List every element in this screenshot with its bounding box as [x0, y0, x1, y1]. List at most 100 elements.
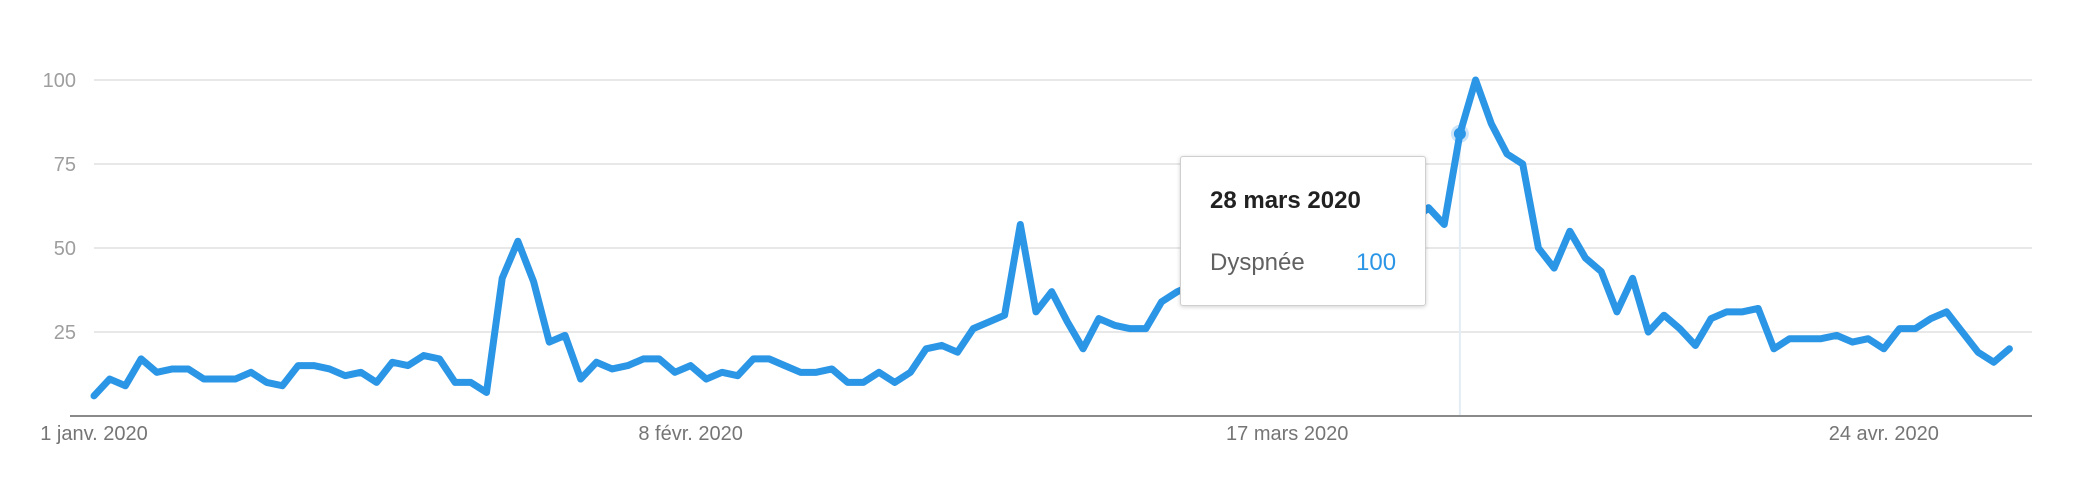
x-tick-label: 24 avr. 2020 — [1829, 423, 1939, 445]
data-point — [970, 326, 976, 332]
data-point — [1787, 336, 1793, 342]
data-point — [609, 366, 615, 372]
data-point — [421, 353, 427, 359]
gridlines — [94, 79, 2032, 333]
data-point — [170, 366, 176, 372]
data-point — [1033, 309, 1039, 315]
tooltip: 28 mars 2020 Dyspnée 100 — [1180, 156, 1426, 306]
data-point — [436, 356, 442, 362]
data-point — [1865, 336, 1871, 342]
data-point — [185, 366, 191, 372]
data-point — [327, 366, 333, 372]
data-point — [405, 363, 411, 369]
data-point — [1583, 255, 1589, 261]
data-point — [1645, 329, 1651, 335]
data-point — [1944, 309, 1950, 315]
data-point — [1080, 346, 1086, 352]
data-point — [578, 376, 584, 382]
data-point — [499, 275, 505, 281]
data-point — [1441, 221, 1447, 227]
tooltip-value: 100 — [1356, 249, 1397, 276]
data-point — [1630, 275, 1636, 281]
data-point — [1535, 245, 1541, 251]
data-point — [1551, 265, 1557, 271]
data-point — [735, 373, 741, 379]
data-point — [1017, 221, 1023, 227]
data-point — [138, 356, 144, 362]
data-point — [1881, 346, 1887, 352]
data-point — [1959, 329, 1965, 335]
data-point — [1991, 359, 1997, 365]
data-point — [1473, 77, 1479, 83]
data-point — [829, 366, 835, 372]
data-point — [1834, 332, 1840, 338]
data-point — [1802, 336, 1808, 342]
data-point — [1912, 326, 1918, 332]
data-point — [374, 379, 380, 385]
data-point — [295, 363, 301, 369]
data-point — [515, 238, 521, 244]
data-point — [2006, 346, 2012, 352]
series-line-dyspnee[interactable] — [90, 76, 2013, 400]
data-point — [342, 373, 348, 379]
y-tick-label: 50 — [54, 238, 76, 260]
data-point — [688, 363, 694, 369]
data-point — [1755, 305, 1761, 311]
data-point — [217, 376, 223, 382]
x-tick-label: 8 févr. 2020 — [638, 423, 743, 445]
data-point — [264, 379, 270, 385]
tooltip-date: 28 mars 2020 — [1210, 187, 1361, 214]
data-point — [750, 356, 756, 362]
data-point — [1049, 289, 1055, 295]
y-tick-label: 75 — [54, 154, 76, 176]
data-point — [1692, 342, 1698, 348]
highlight-point[interactable] — [1453, 127, 1466, 140]
data-point — [1520, 161, 1526, 167]
data-point — [782, 363, 788, 369]
data-point — [656, 356, 662, 362]
data-point — [562, 332, 568, 338]
data-point — [91, 393, 97, 399]
data-point — [1567, 228, 1573, 234]
data-point — [1614, 309, 1620, 315]
y-tick-label: 100 — [43, 70, 76, 92]
data-point — [1488, 121, 1494, 127]
data-point — [1740, 309, 1746, 315]
data-point — [122, 383, 128, 389]
x-axis-tick-labels: 1 janv. 2020 8 févr. 2020 17 mars 2020 24 a… — [40, 423, 1939, 445]
data-point — [201, 376, 207, 382]
data-point — [892, 379, 898, 385]
data-point — [154, 369, 160, 375]
data-point — [1127, 326, 1133, 332]
data-point — [1064, 319, 1070, 325]
data-point — [641, 356, 647, 362]
data-point — [1159, 299, 1165, 305]
data-point — [1143, 326, 1149, 332]
x-tick-label: 17 mars 2020 — [1226, 423, 1348, 445]
x-tick-label: 1 janv. 2020 — [40, 423, 148, 445]
data-point — [546, 339, 552, 345]
data-point — [907, 369, 913, 375]
data-point — [1096, 316, 1102, 322]
y-tick-label: 25 — [54, 322, 76, 344]
tooltip-series-label: Dyspnée — [1210, 249, 1305, 276]
data-point — [1677, 326, 1683, 332]
data-point — [672, 369, 678, 375]
data-point — [625, 363, 631, 369]
data-point — [845, 379, 851, 385]
data-point — [1708, 316, 1714, 322]
data-point — [484, 389, 490, 395]
data-point — [593, 359, 599, 365]
data-point — [531, 279, 537, 285]
data-point — [1661, 312, 1667, 318]
data-point — [389, 359, 395, 365]
data-point — [955, 349, 961, 355]
data-point — [876, 369, 882, 375]
data-point — [923, 346, 929, 352]
data-point — [452, 379, 458, 385]
data-point — [939, 342, 945, 348]
data-point — [1598, 269, 1604, 275]
data-point — [248, 369, 254, 375]
data-point — [1002, 312, 1008, 318]
